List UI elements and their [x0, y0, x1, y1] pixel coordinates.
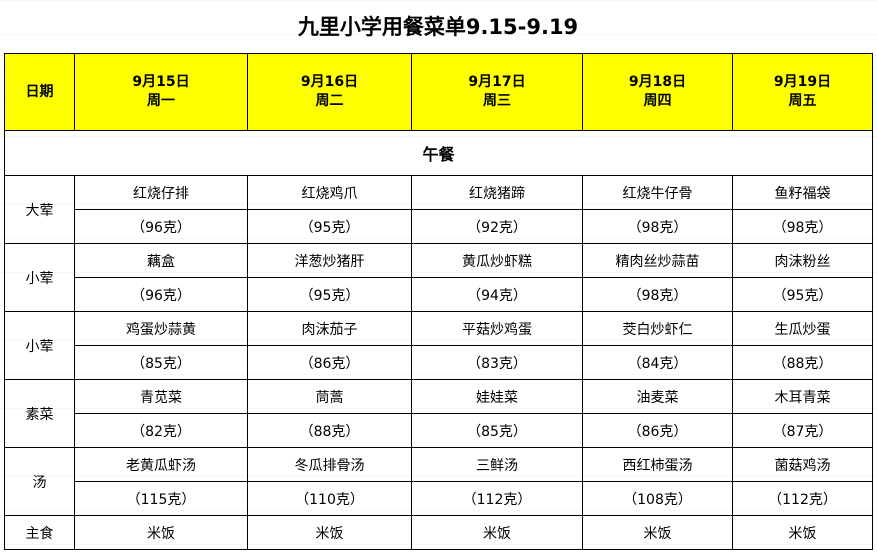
day-date: 9月18日: [628, 74, 687, 90]
day-header: 9月18日周四: [582, 53, 733, 131]
weight-cell: （88克）: [247, 413, 412, 448]
dish-cell: 冬瓜排骨汤: [247, 447, 412, 482]
staple-cell: 米饭: [411, 515, 583, 550]
section-row: 午餐: [4, 130, 873, 176]
dish-row: 小荤 藕盒 洋葱炒猪肝 黄瓜炒虾糕 精肉丝炒蒜苗 肉沫粉丝: [4, 243, 873, 312]
dish-cell: 茭白炒虾仁: [582, 311, 733, 346]
staple-cell: 米饭: [247, 515, 412, 550]
dish-cell: 肉沫茄子: [247, 311, 412, 346]
weight-cell: （98克）: [582, 209, 733, 244]
staple-row: 主食 米饭 米饭 米饭 米饭 米饭: [4, 515, 873, 550]
day-header: 9月16日周二: [247, 53, 412, 131]
category-cell: 大荤: [4, 175, 75, 244]
weight-cell: （82克）: [74, 413, 248, 448]
weight-cell: （95克）: [247, 209, 412, 244]
weight-cell: （112克）: [411, 481, 583, 516]
dish-cell: 三鲜汤: [411, 447, 583, 482]
dish-row: 小荤 鸡蛋炒蒜黄 肉沫茄子 平菇炒鸡蛋 茭白炒虾仁 生瓜炒蛋: [4, 311, 873, 380]
category-cell: 素菜: [4, 379, 75, 448]
dish-cell: 红烧猪蹄: [411, 175, 583, 210]
dish-cell: 红烧鸡爪: [247, 175, 412, 210]
dish-cell: 洋葱炒猪肝: [247, 243, 412, 278]
weight-cell: （112克）: [732, 481, 873, 516]
weight-cell: （83克）: [411, 345, 583, 380]
dish-cell: 茼蒿: [247, 379, 412, 414]
staple-cell: 米饭: [732, 515, 873, 550]
day-weekday: 周二: [315, 93, 344, 109]
day-header: 9月15日周一: [74, 53, 248, 131]
category-cell: 汤: [4, 447, 75, 516]
weight-row: （96克） （95克） （92克） （98克） （98克）: [5, 209, 873, 244]
weight-cell: （95克）: [732, 277, 873, 312]
category-cell: 小荤: [4, 243, 75, 312]
dish-cell: 木耳青菜: [732, 379, 873, 414]
weight-cell: （92克）: [411, 209, 583, 244]
date-label: 日期: [4, 53, 75, 131]
menu-table: 日期 9月15日 周一 9月16日 周二 9月17日 周三 9月18日 周四 9月19日 周五 午…: [4, 53, 873, 550]
weight-row: （115克） （110克） （112克） （108克） （112克）: [5, 481, 873, 516]
dish-row: 汤老黄瓜虾汤 冬瓜排骨汤 三鲜汤 西红柿蛋汤 菌菇鸡汤: [4, 447, 873, 516]
day-header: 9月19日周五: [732, 53, 873, 131]
dish-cell: 平菇炒鸡蛋: [411, 311, 583, 346]
staple-cell: 米饭: [74, 515, 248, 550]
day-weekday: 周一: [147, 93, 175, 109]
dish-cell: 红烧仔排: [74, 175, 248, 210]
weight-cell: （98克）: [732, 209, 873, 244]
dish-cell: 娃娃菜: [411, 379, 583, 414]
day-weekday: 周三: [483, 93, 511, 109]
weight-cell: （85克）: [411, 413, 583, 448]
dish-cell: 青苋菜: [74, 379, 248, 414]
weight-cell: （115克）: [74, 481, 248, 516]
dish-cell: 生瓜炒蛋: [732, 311, 873, 346]
weight-cell: （88克）: [732, 345, 873, 380]
weight-cell: （84克）: [582, 345, 733, 380]
day-date: 9月17日: [468, 74, 526, 90]
weight-cell: （98克）: [582, 277, 733, 312]
dish-cell: 藕盒: [74, 243, 248, 278]
dish-cell: 西红柿蛋汤: [582, 447, 733, 482]
category-cell: 主食: [4, 515, 75, 550]
weight-cell: （87克）: [732, 413, 873, 448]
weight-cell: （96克）: [74, 277, 248, 312]
staple-cell: 米饭: [582, 515, 733, 550]
dish-row: 大荤 红烧仔排 红烧鸡爪 红烧猪蹄 红烧牛仔骨 鱼籽福袋: [4, 175, 873, 244]
dish-cell: 红烧牛仔骨: [582, 175, 733, 210]
dish-cell: 精肉丝炒蒜苗: [582, 243, 733, 278]
weight-cell: （110克）: [247, 481, 412, 516]
dish-cell: 鱼籽福袋: [732, 175, 873, 210]
day-header: 9月17日周三: [411, 53, 583, 131]
category-cell: 小荤: [4, 311, 75, 380]
header-row: 日期 9月15日 周一 9月16日 周二 9月17日 周三 9月18日 周四 9月19日 周五: [4, 53, 873, 131]
dish-row: 素菜 青苋菜 茼蒿 娃娃菜 油麦菜 木耳青菜: [4, 379, 873, 448]
weight-cell: （96克）: [74, 209, 248, 244]
weight-cell: （94克）: [411, 277, 583, 312]
weight-row: （85克） （86克） （83克） （84克） （88克）: [5, 345, 873, 380]
weight-cell: （86克）: [582, 413, 733, 448]
dish-cell: 菌菇鸡汤: [732, 447, 873, 482]
dish-cell: 油麦菜: [582, 379, 733, 414]
weight-cell: （86克）: [247, 345, 412, 380]
dish-cell: 肉沫粉丝: [732, 243, 873, 278]
day-date: 9月16日: [300, 74, 359, 90]
weight-cell: （108克）: [582, 481, 733, 516]
weight-cell: （85克）: [74, 345, 248, 380]
weight-row: （96克） （95克） （94克） （98克） （95克）: [5, 277, 873, 312]
menu-title: 九里小学用餐菜单9.15-9.19: [297, 15, 579, 39]
day-weekday: 周五: [788, 93, 817, 109]
weight-cell: （95克）: [247, 277, 412, 312]
day-weekday: 周四: [643, 93, 672, 109]
dish-cell: 老黄瓜虾汤: [74, 447, 248, 482]
day-date: 9月15日: [132, 74, 190, 90]
weight-row: （82克） （88克） （85克） （86克） （87克）: [5, 413, 873, 448]
day-date: 9月19日: [773, 74, 832, 90]
dish-cell: 黄瓜炒虾糕: [411, 243, 583, 278]
section-lunch: 午餐: [4, 130, 873, 176]
dish-cell: 鸡蛋炒蒜黄: [74, 311, 248, 346]
